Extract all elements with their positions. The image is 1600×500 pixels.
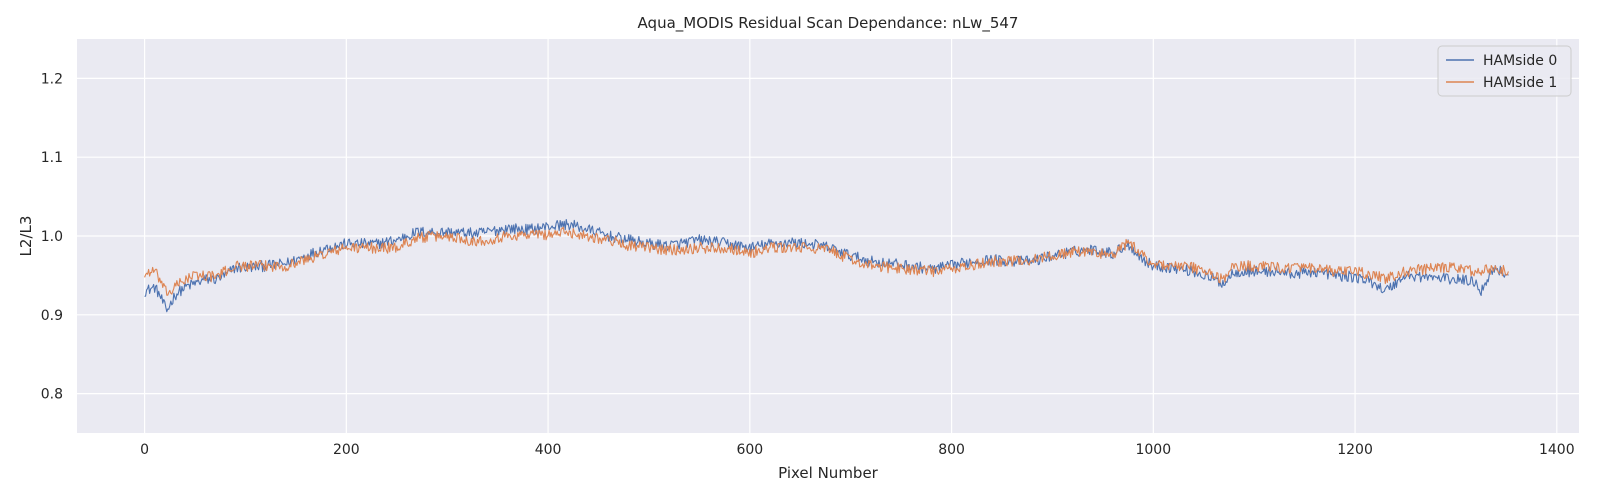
y-tick-label: 1.1	[41, 150, 63, 166]
series-line-hamside-1	[144, 226, 1509, 296]
y-tick-label: 1.0	[41, 229, 63, 245]
legend-entry: HAMside 1	[1483, 75, 1557, 91]
y-axis-label: L2/L3	[17, 216, 35, 257]
x-tick-label: 400	[535, 442, 562, 458]
x-tick-label: 200	[333, 442, 360, 458]
x-tick-label: 600	[736, 442, 763, 458]
y-tick-label: 0.9	[41, 308, 63, 324]
x-tick-label: 1200	[1337, 442, 1373, 458]
y-tick-label: 1.2	[41, 71, 63, 87]
chart-title: Aqua_MODIS Residual Scan Dependance: nLw…	[638, 14, 1019, 33]
y-tick-label: 0.8	[41, 387, 63, 403]
tick-labels: 0 200 400 600 800 1000 1200 1400 0.8 0.9 1.0 1.1 1.2	[41, 71, 1575, 458]
legend: HAMside 0 HAMside 1	[1437, 45, 1572, 97]
x-axis-label: Pixel Number	[778, 464, 879, 482]
x-tick-label: 800	[938, 442, 965, 458]
legend-entry: HAMside 0	[1483, 53, 1557, 69]
x-tick-label: 1400	[1539, 442, 1575, 458]
x-tick-label: 1000	[1135, 442, 1171, 458]
grid	[77, 39, 1579, 433]
legend-box	[1437, 45, 1572, 97]
series-layer	[144, 218, 1509, 313]
x-tick-label: 0	[140, 442, 149, 458]
